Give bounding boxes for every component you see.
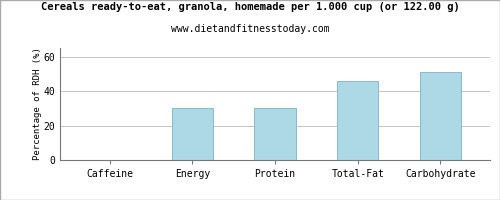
Bar: [337, 81, 378, 160]
Bar: [420, 72, 461, 160]
Bar: [172, 108, 213, 160]
Y-axis label: Percentage of RDH (%): Percentage of RDH (%): [33, 48, 42, 160]
Bar: [254, 108, 296, 160]
Text: www.dietandfitnesstoday.com: www.dietandfitnesstoday.com: [170, 24, 330, 34]
Text: Cereals ready-to-eat, granola, homemade per 1.000 cup (or 122.00 g): Cereals ready-to-eat, granola, homemade …: [40, 2, 460, 12]
